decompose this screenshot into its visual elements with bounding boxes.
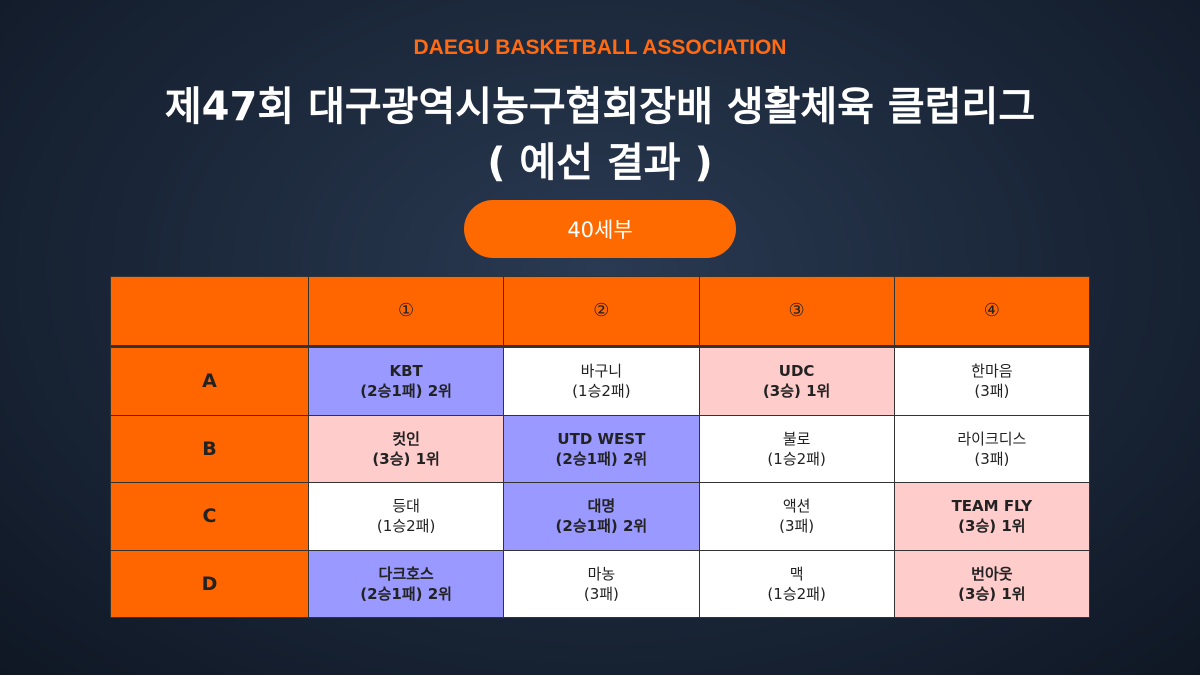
team-cell: 액션 (3패) [698, 482, 895, 551]
group-row: D 다크호스 (2승1패) 2위 마농 (3패) 맥 (1승2패) 번아웃 (3승) 1위 [110, 549, 1091, 619]
team-record: (2승1패) 2위 [555, 450, 648, 469]
subtitle: ( 예선 결과 ) [487, 140, 713, 186]
team-record: (2승1패) 2위 [360, 584, 452, 603]
team-cell: 등대 (1승2패) [307, 482, 505, 551]
column-header: ④ [893, 276, 1091, 348]
team-record: (3승) 1위 [958, 584, 1026, 603]
team-cell: 다크호스 (2승1패) 2위 [307, 549, 505, 619]
team-name: 한마음 [971, 362, 1013, 381]
team-record: (3패) [583, 584, 619, 603]
team-record: (3승) 1위 [958, 517, 1026, 536]
column-header: ① [307, 276, 505, 348]
team-name: 마농 [587, 564, 616, 583]
division-badge: 40세부 [464, 200, 736, 258]
team-name: 등대 [392, 497, 420, 516]
team-name: 번아웃 [971, 564, 1013, 583]
team-record: (1승2패) [572, 382, 631, 401]
team-record: (2승1패) 2위 [555, 517, 648, 536]
team-name: 불로 [782, 430, 811, 449]
team-record: (3패) [974, 382, 1010, 401]
team-cell: 불로 (1승2패) [698, 414, 895, 484]
team-name: 맥 [789, 564, 804, 583]
team-cell: 바구니 (1승2패) [503, 346, 700, 416]
org-name: DAEGU BASKETBALL ASSOCIATION [413, 36, 787, 59]
team-record: (1승2패) [767, 450, 826, 469]
group-row: A KBT (2승1패) 2위 바구니 (1승2패) UDC (3승) 1위 한마음 (3패) [110, 346, 1091, 416]
team-record: (1승2패) [767, 584, 826, 603]
corner-cell [110, 276, 309, 348]
team-cell: 라이크디스 (3패) [893, 414, 1091, 484]
team-cell: TEAM FLY (3승) 1위 [893, 482, 1091, 551]
team-record: (3패) [974, 450, 1010, 469]
team-name: 액션 [782, 497, 811, 516]
team-cell: KBT (2승1패) 2위 [307, 346, 505, 416]
team-cell: 컷인 (3승) 1위 [307, 414, 505, 484]
row-label: A [110, 346, 309, 416]
row-label: C [110, 482, 309, 551]
team-cell: UDC (3승) 1위 [698, 346, 895, 416]
team-name: 대명 [587, 497, 616, 516]
row-label: D [110, 549, 309, 619]
team-record: (3승) 1위 [372, 450, 440, 469]
group-row: B 컷인 (3승) 1위 UTD WEST (2승1패) 2위 불로 (1승2패) 라이크디스… [110, 414, 1091, 484]
team-record: (3패) [779, 517, 815, 536]
team-name: UDC [778, 362, 815, 381]
team-name: 다크호스 [378, 564, 434, 583]
row-label: B [110, 414, 309, 484]
team-name: TEAM FLY [951, 497, 1033, 516]
team-record: (3승) 1위 [762, 382, 831, 401]
team-cell: 맥 (1승2패) [698, 549, 895, 619]
team-name: 라이크디스 [957, 430, 1027, 449]
team-cell: 한마음 (3패) [893, 346, 1091, 416]
title: 제47회 대구광역시농구협회장배 생활체육 클럽리그 [164, 84, 1036, 130]
column-header: ③ [698, 276, 895, 348]
group-row: C 등대 (1승2패) 대명 (2승1패) 2위 액션 (3패) TEAM FLY (3승) 1… [110, 482, 1091, 551]
team-name: 컷인 [392, 430, 420, 449]
team-cell: 마농 (3패) [503, 549, 700, 619]
team-cell: 대명 (2승1패) 2위 [503, 482, 700, 551]
results-table: ① ② ③ ④ A KBT (2승1패) 2위 바구니 (1승2패) UDC (3승) 1위 한마음(… [110, 276, 1091, 619]
team-record: (2승1패) 2위 [360, 382, 452, 401]
team-name: KBT [389, 362, 423, 381]
team-name: UTD WEST [557, 430, 646, 449]
column-header: ② [503, 276, 700, 348]
team-cell: UTD WEST (2승1패) 2위 [503, 414, 700, 484]
team-name: 바구니 [580, 362, 623, 381]
team-record: (1승2패) [376, 517, 436, 536]
team-cell: 번아웃 (3승) 1위 [893, 549, 1091, 619]
